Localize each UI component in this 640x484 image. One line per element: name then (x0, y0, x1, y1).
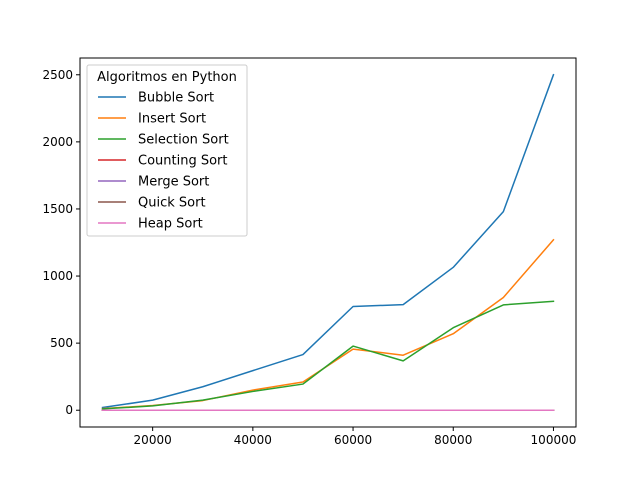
y-tick-label: 0 (65, 403, 73, 417)
axes-frame (79, 57, 577, 428)
x-tick-label: 20000 (134, 433, 172, 447)
series-line-bubble-sort (101, 73, 555, 409)
legend: Algoritmos en Python Bubble Sort Insert S… (86, 64, 248, 237)
legend-label-heap-sort: Heap Sort (138, 217, 203, 232)
y-tick-label: 2000 (42, 135, 73, 149)
y-tick-label: 1000 (42, 269, 73, 283)
series-line-insert-sort (101, 238, 555, 410)
legend-label-insert-sort: Insert Sort (138, 112, 206, 127)
x-tick-label: 60000 (334, 433, 372, 447)
legend-entries: Bubble Sort Insert Sort Selection Sort Coun… (98, 91, 229, 232)
x-tick-label: 40000 (234, 433, 272, 447)
x-axis: 20000 40000 60000 80000 100000 (134, 427, 577, 447)
series-layer (101, 73, 555, 411)
legend-label-quick-sort: Quick Sort (138, 196, 206, 211)
legend-title: Algoritmos en Python (97, 70, 237, 85)
x-tick-label: 80000 (434, 433, 472, 447)
legend-label-counting-sort: Counting Sort (138, 154, 228, 169)
legend-label-selection-sort: Selection Sort (138, 133, 229, 148)
legend-label-bubble-sort: Bubble Sort (138, 91, 214, 106)
y-tick-label: 500 (50, 336, 73, 350)
y-axis: 0 500 1000 1500 2000 2500 (42, 68, 80, 417)
x-tick-label: 100000 (531, 433, 577, 447)
legend-label-merge-sort: Merge Sort (138, 175, 209, 190)
series-line-selection-sort (101, 300, 555, 410)
y-tick-label: 2500 (42, 68, 73, 82)
y-tick-label: 1500 (42, 202, 73, 216)
legend-box (86, 64, 248, 237)
